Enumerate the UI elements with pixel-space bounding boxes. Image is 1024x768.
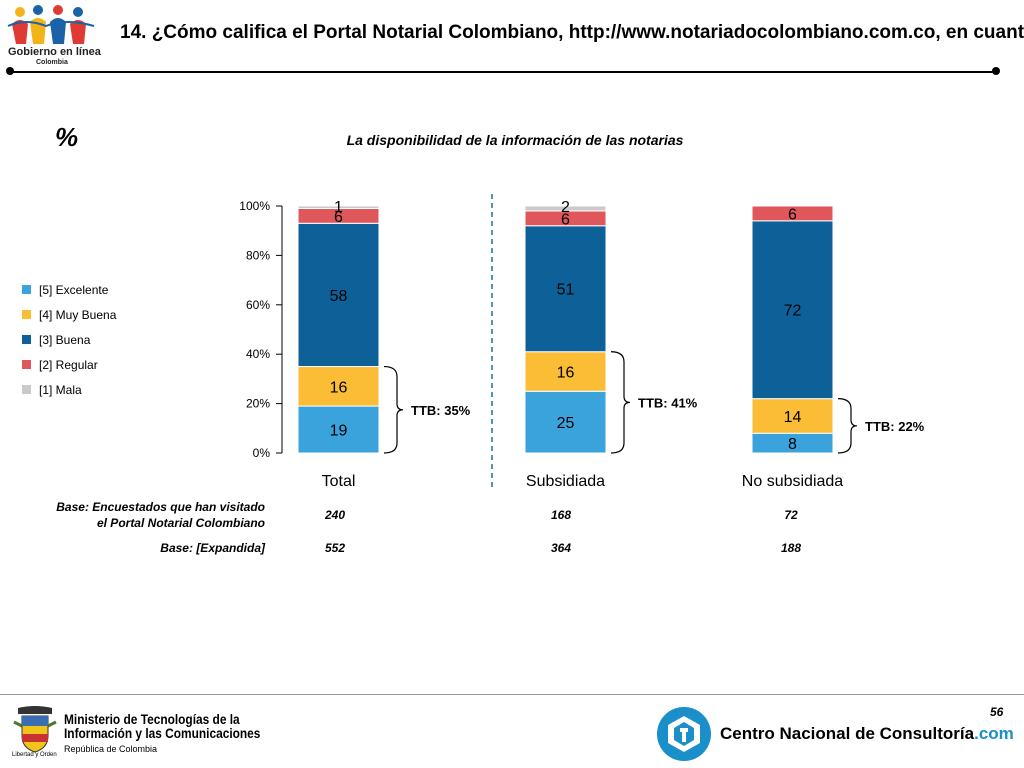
cnc-name-main: Centro Nacional de Consultoría: [720, 724, 975, 743]
ministry-name: Ministerio de Tecnologías de la Informac…: [64, 712, 260, 740]
base-visitors-total: 240: [324, 508, 346, 522]
cnc-logo: [656, 706, 712, 767]
data-label-muy_buena: 14: [784, 409, 802, 426]
y-tick-label: 20%: [246, 397, 270, 411]
data-label-excelente: 19: [330, 423, 348, 440]
data-label-buena: 51: [557, 282, 575, 299]
chart-legend: [5] Excelente [4] Muy Buena [3] Buena [2…: [22, 277, 116, 402]
data-label-regular: 6: [561, 211, 570, 228]
bar-segment-regular: [751, 205, 834, 222]
data-label-mala: 1: [334, 199, 343, 216]
base-expandida-no-subsidiada: 188: [780, 541, 802, 555]
base-visitors-label: Base: Encuestados que han visitado el Po…: [40, 499, 265, 531]
legend-swatch-regular: [22, 360, 31, 369]
legend-swatch-mala: [22, 385, 31, 394]
bar-segment-buena: [751, 220, 834, 400]
ministry-country: República de Colombia: [64, 744, 158, 754]
legend-item-muy-buena: [4] Muy Buena: [22, 302, 116, 327]
legend-label: [3] Buena: [39, 332, 91, 347]
ttb-label: TTB: 22%: [865, 419, 925, 434]
data-label-mala: 2: [561, 199, 570, 216]
ttb-label: TTB: 41%: [638, 395, 698, 410]
data-label-excelente: 8: [788, 436, 797, 453]
header-divider-right-dot: [992, 67, 1000, 75]
legend-swatch-muy-buena: [22, 310, 31, 319]
legend-label: [1] Mala: [39, 382, 82, 397]
y-tick-label: 40%: [246, 347, 270, 361]
bar-segment-mala: [524, 205, 607, 212]
base-visitors-label-line: el Portal Notarial Colombiano: [96, 516, 265, 530]
data-label-buena: 72: [784, 303, 802, 320]
legend-item-excelente: [5] Excelente: [22, 277, 116, 302]
page-title: 14. ¿Cómo califica el Portal Notarial Co…: [120, 22, 1024, 43]
footer-divider: [0, 694, 1024, 695]
base-visitors-no-subsidiada: 72: [784, 508, 798, 522]
ministry-name-line: Ministerio de Tecnologías de la: [64, 711, 240, 727]
legend-label: [2] Regular: [39, 357, 98, 372]
bar-segment-mala: [297, 205, 380, 209]
legend-item-mala: [1] Mala: [22, 377, 116, 402]
data-label-regular: 6: [334, 209, 343, 226]
base-expandida-subsidiada: 364: [550, 541, 572, 555]
data-label-muy_buena: 16: [557, 364, 575, 381]
cnc-name: Centro Nacional de Consultoría.com: [720, 724, 1014, 744]
y-tick-label: 80%: [246, 248, 270, 262]
bar-segment-muy_buena: [524, 351, 607, 392]
gobierno-en-linea-logo: Gobierno en línea Colombia: [6, 4, 101, 70]
bar-segment-buena: [524, 225, 607, 353]
y-tick-label: 0%: [253, 446, 271, 460]
base-expandida-total: 552: [324, 541, 346, 555]
y-tick-label: 60%: [246, 298, 270, 312]
header-divider: [10, 71, 996, 73]
legend-swatch-buena: [22, 335, 31, 344]
ttb-bracket: [837, 398, 858, 454]
base-visitors-subsidiada: 168: [550, 508, 572, 522]
data-label-excelente: 25: [557, 415, 575, 432]
category-label: Subsidiada: [526, 473, 605, 490]
page-number: 56: [990, 705, 1004, 719]
legend-swatch-excelente: [22, 285, 31, 294]
legend-item-regular: [2] Regular: [22, 352, 116, 377]
data-label-regular: 6: [788, 206, 797, 223]
ttb-bracket: [383, 365, 404, 454]
ministry-motto: Libertad y Orden: [12, 752, 57, 758]
category-label: No subsidiada: [742, 473, 844, 490]
logo-text: Gobierno en línea: [8, 46, 101, 58]
unit-symbol: %: [55, 122, 79, 152]
colombia-coat-of-arms-logo: Libertad y Orden: [12, 704, 58, 767]
bar-segment-muy_buena: [751, 398, 834, 434]
base-expandida-label: Base: [Expandida]: [160, 541, 265, 555]
legend-label: [5] Excelente: [39, 282, 109, 297]
ttb-bracket: [610, 351, 631, 454]
header-divider-left-dot: [6, 67, 14, 75]
category-label: Total: [322, 473, 356, 490]
legend-label: [4] Muy Buena: [39, 307, 117, 322]
cnc-name-suffix: .com: [974, 724, 1014, 743]
chart-subtitle: La disponibilidad de la información de l…: [346, 132, 684, 148]
y-tick-label: 100%: [239, 199, 270, 213]
data-label-muy_buena: 16: [330, 379, 348, 396]
logo-subtext: Colombia: [36, 59, 68, 66]
base-visitors-label-line: Base: Encuestados que han visitado: [56, 500, 265, 514]
ttb-label: TTB: 35%: [411, 403, 471, 418]
data-label-buena: 58: [330, 288, 348, 305]
bar-segment-excelente: [524, 390, 607, 454]
ministry-name-line: Información y las Comunicaciones: [64, 725, 261, 741]
legend-item-buena: [3] Buena: [22, 327, 116, 352]
